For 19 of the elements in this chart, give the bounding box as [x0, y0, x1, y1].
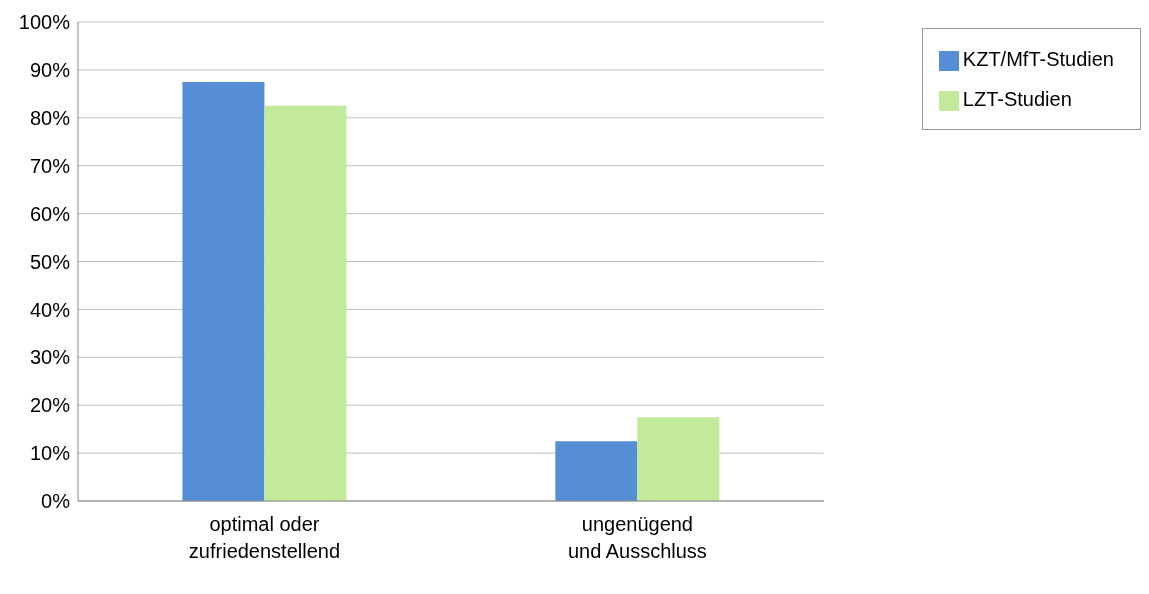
x-tick-label: optimal oder zufriedenstellend [188, 513, 341, 562]
legend-label: KZT/MfT-Studien [962, 48, 1114, 70]
y-tick-label: 40% [29, 298, 71, 321]
y-tick-label: 60% [29, 202, 71, 225]
y-tick-label: 80% [29, 106, 71, 129]
y-tick-label: 70% [29, 154, 71, 177]
y-tick-label: 20% [29, 394, 71, 417]
bar [182, 81, 265, 501]
x-tick-label: ungenügend und Ausschluss [567, 513, 707, 562]
y-tick-label: 10% [29, 442, 71, 465]
bar [264, 105, 347, 501]
y-tick-label: 0% [41, 490, 71, 513]
y-tick-label: 50% [29, 250, 71, 273]
legend-label: LZT-Studien [962, 88, 1072, 110]
y-tick-label: 100% [18, 11, 71, 34]
bar [637, 417, 720, 501]
y-tick-label: 30% [29, 346, 71, 369]
y-tick-label: 90% [29, 59, 71, 81]
bar [555, 441, 638, 501]
